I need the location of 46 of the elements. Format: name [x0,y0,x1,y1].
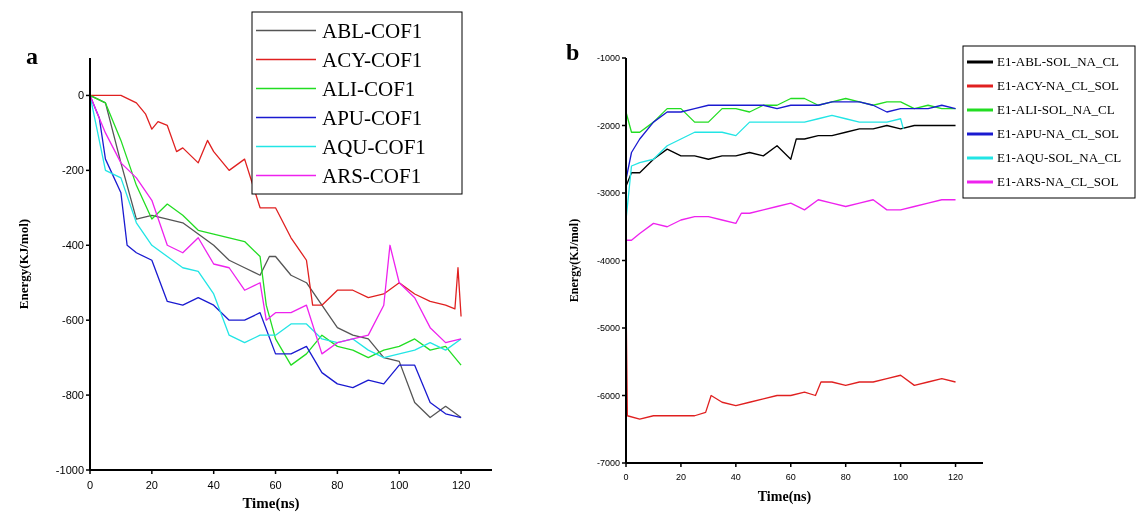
x-tick-label: 120 [948,472,964,482]
x-tick-label: 20 [675,472,686,482]
y-tick-label: -800 [61,388,84,401]
y-tick-label: -2000 [596,120,620,131]
x-axis-title: Time(ns) [242,495,300,512]
x-tick-label: 40 [207,479,220,491]
x-tick-label: 0 [86,479,94,491]
x-tick-label: 100 [390,479,409,491]
legend-label: E1-ARS-NA_CL_SOL [997,174,1119,190]
text: a [26,43,38,69]
y-tick-label: -600 [61,313,84,326]
x-tick-label: 40 [730,472,741,482]
legend-label: E1-ALI-SOL_NA_CL [997,102,1115,118]
y-tick-label: 0 [77,89,84,102]
legend-label: AQU-COF1 [322,134,426,159]
y-tick-label: -1000 [596,53,620,63]
legend-label: E1-ACY-NA_CL_SOL [997,78,1120,94]
y-tick-label: -3000 [596,188,620,198]
y-tick-label: -1000 [55,463,84,476]
legend-label: E1-ABL-SOL_NA_CL [997,54,1120,70]
legend-label: ALI-COF1 [322,76,416,101]
legend-label: ABL-COF1 [322,18,423,43]
legend-label: ACY-COF1 [322,47,423,72]
x-tick-label: 60 [785,472,796,482]
line-series [625,199,957,241]
y-tick-label: -7000 [596,458,620,468]
y-tick-label: -400 [61,238,84,251]
x-tick-label: 0 [623,472,629,482]
y-tick-label: -200 [61,164,84,177]
x-tick-label: 100 [893,472,909,482]
text: b [566,39,580,65]
y-axis-title: Energy(KJ/mol) [16,218,31,310]
y-tick-label: -4000 [596,255,620,266]
x-tick-label: 80 [840,472,851,482]
y-tick-label: -5000 [596,323,620,333]
legend-label: E1-AQU-SOL_NA_CL [997,150,1122,166]
x-tick-label: 120 [451,479,471,491]
legend-label: E1-APU-NA_CL_SOL [997,126,1120,142]
y-tick-label: -6000 [596,390,620,401]
y-axis-title: Energy(KJ/mol) [567,218,581,303]
x-tick-label: 80 [331,479,344,491]
x-axis-title: Time(ns) [757,489,812,505]
x-tick-label: 20 [145,479,158,491]
x-tick-label: 60 [269,479,282,491]
legend-label: APU-COF1 [322,105,423,130]
legend-label: ARS-COF1 [322,163,422,188]
